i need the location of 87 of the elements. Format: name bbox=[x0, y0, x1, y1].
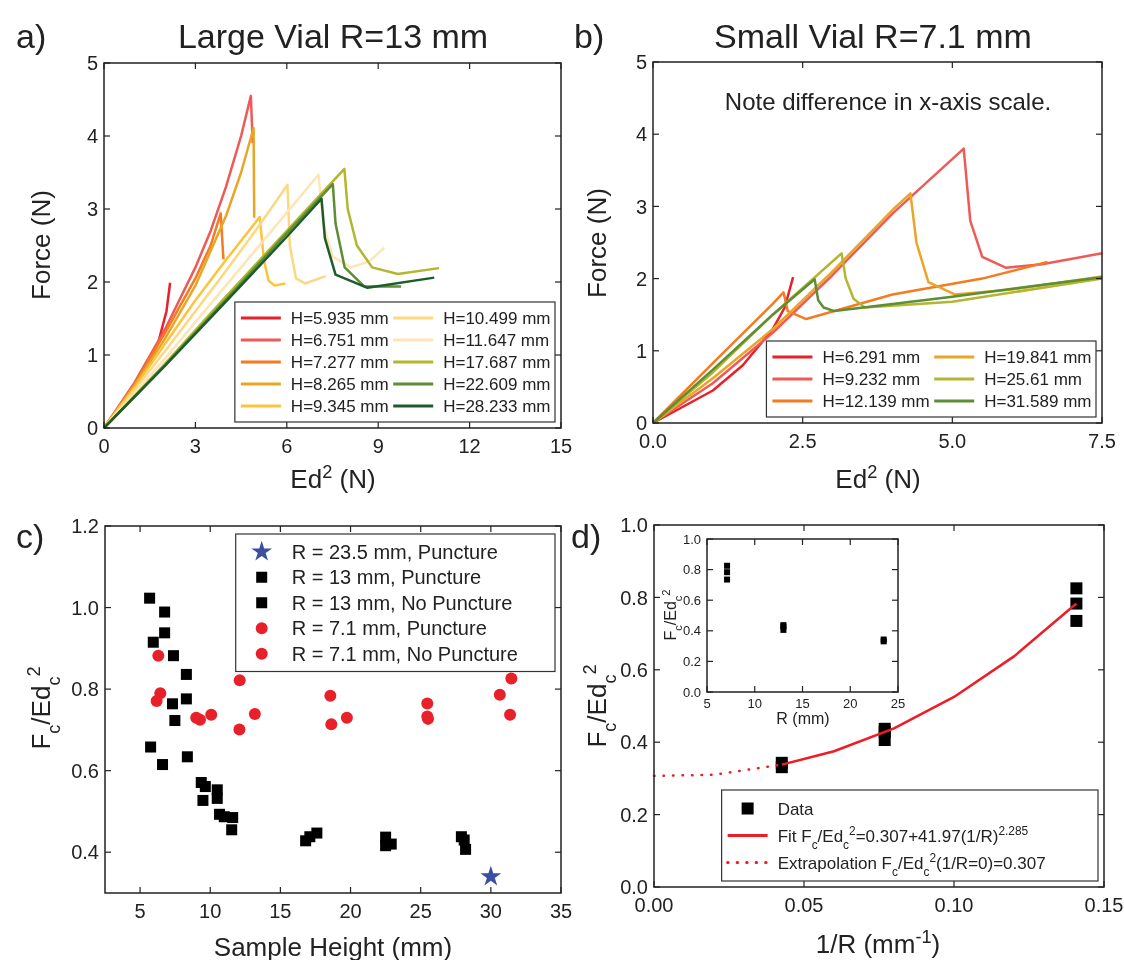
y-tick-label: 1 bbox=[86, 344, 98, 367]
legend-label: R = 7.1 mm, No Puncture bbox=[291, 642, 518, 665]
x-tick-label: 0.15 bbox=[1084, 894, 1124, 916]
legend-label: R = 23.5 mm, Puncture bbox=[291, 540, 498, 563]
x-tick-label: 35 bbox=[549, 900, 573, 922]
x-tick-label: 15 bbox=[795, 696, 810, 712]
x-tick-label: 10 bbox=[199, 900, 222, 922]
text: d) bbox=[571, 517, 602, 555]
chart-title: Small Vial R=7.1 mm bbox=[714, 17, 1032, 55]
x-axis-title: Ed$^{2}$ (N) bbox=[290, 462, 376, 494]
y-tick-label: 0.6 bbox=[71, 759, 99, 782]
x-tick-label: 3 bbox=[189, 435, 201, 457]
y-tick-label: 0.4 bbox=[682, 623, 701, 639]
y-tick-label: 0.2 bbox=[682, 654, 701, 670]
legend-label: R = 7.1 mm, Puncture bbox=[291, 617, 487, 640]
y-tick-label: 0.8 bbox=[71, 678, 99, 701]
y-tick-label: 0.4 bbox=[620, 731, 648, 754]
legend-label: H=8.265 mm bbox=[290, 375, 389, 395]
y-tick-label: 5 bbox=[635, 51, 647, 74]
legend-label: H=7.277 mm bbox=[290, 353, 389, 373]
y-tick-label: 1.0 bbox=[71, 596, 99, 619]
y-tick-label: 0.6 bbox=[682, 592, 701, 608]
x-tick-label: 30 bbox=[479, 900, 502, 922]
legend-label: H=11.647 mm bbox=[443, 331, 550, 351]
y-tick-label: 0.8 bbox=[682, 562, 701, 578]
x-tick-label: 7.5 bbox=[1088, 430, 1116, 452]
legend-label: H=6.751 mm bbox=[290, 331, 389, 351]
x-tick-label: 9 bbox=[372, 435, 384, 457]
legend-label: Extrapolation F$_{c}$/Ed$_{c}$$^{2}$(1/R=0)=0.307 bbox=[777, 850, 1046, 879]
x-tick-label: 6 bbox=[281, 435, 293, 457]
y-tick-label: 4 bbox=[635, 123, 647, 146]
legend-label: H=9.232 mm bbox=[822, 370, 921, 390]
y-tick-label: 0.2 bbox=[620, 803, 648, 826]
y-tick-label: 3 bbox=[86, 198, 98, 221]
x-tick-label: 15 bbox=[269, 900, 292, 922]
y-tick-label: 0.4 bbox=[71, 841, 99, 864]
text: a) bbox=[16, 17, 47, 55]
y-tick-label: 2 bbox=[86, 271, 98, 294]
x-tick-label: 0.10 bbox=[934, 894, 974, 916]
y-axis-title: Force (N) bbox=[26, 190, 56, 300]
x-tick-label: 12 bbox=[458, 435, 481, 457]
chart-title: Large Vial R=13 mm bbox=[177, 17, 489, 55]
x-tick-label: 20 bbox=[339, 900, 362, 922]
y-tick-label: 1 bbox=[635, 340, 647, 362]
x-axis-title: Ed$^{2}$ (N) bbox=[835, 462, 921, 494]
x-tick-label: 5 bbox=[703, 696, 711, 712]
x-tick-label: 5 bbox=[134, 900, 146, 922]
legend-label: R = 13 mm, Puncture bbox=[291, 566, 482, 589]
text: c) bbox=[16, 517, 45, 555]
annotation: Note difference in x-axis scale. bbox=[724, 88, 1052, 115]
x-tick-label: 10 bbox=[747, 696, 762, 712]
legend-label: R = 13 mm, No Puncture bbox=[291, 591, 513, 614]
legend-label: H=19.841 mm bbox=[984, 348, 1092, 368]
y-axis-title: Force (N) bbox=[582, 188, 612, 298]
x-tick-label: 5.0 bbox=[938, 430, 967, 452]
legend-label: H=17.687 mm bbox=[443, 353, 551, 373]
legend-label: H=31.589 mm bbox=[984, 392, 1092, 412]
legend-label: H=6.291 mm bbox=[822, 348, 921, 368]
x-axis-title: R (mm) bbox=[776, 710, 830, 727]
legend-label: H=25.61 mm bbox=[984, 370, 1083, 390]
y-tick-label: 0.0 bbox=[682, 684, 701, 700]
legend-label: H=12.139 mm bbox=[822, 392, 930, 412]
y-tick-label: 2 bbox=[635, 267, 647, 290]
x-tick-label: 20 bbox=[843, 696, 858, 712]
y-tick-label: 1.0 bbox=[620, 514, 648, 537]
legend-label: H=9.345 mm bbox=[290, 397, 389, 417]
y-tick-label: 0.8 bbox=[620, 586, 648, 609]
y-tick-label: 0 bbox=[635, 412, 647, 435]
y-tick-label: 0.6 bbox=[620, 659, 648, 681]
x-tick-label: 0.05 bbox=[784, 894, 824, 916]
y-tick-label: 1.0 bbox=[682, 531, 701, 547]
legend-label: H=22.609 mm bbox=[443, 375, 551, 395]
x-tick-label: 15 bbox=[549, 435, 573, 457]
x-tick-label: 2.5 bbox=[788, 430, 817, 452]
legend-label: H=5.935 mm bbox=[290, 309, 389, 329]
legend-label: H=28.233 mm bbox=[443, 397, 551, 417]
text: b) bbox=[574, 17, 605, 55]
x-tick-label: 25 bbox=[890, 696, 906, 712]
y-tick-label: 4 bbox=[86, 125, 98, 148]
y-tick-label: 3 bbox=[635, 195, 647, 218]
x-tick-label: 25 bbox=[409, 900, 432, 922]
legend-label: H=10.499 mm bbox=[443, 309, 551, 329]
legend-label: Data bbox=[777, 799, 815, 819]
y-tick-label: 5 bbox=[86, 52, 98, 75]
y-tick-label: 1.2 bbox=[71, 515, 99, 538]
legend-label: Fit F$_{c}$/Ed$_{c}$$^{2}$=0.307+41.97(1/R)$^{2.285}$ bbox=[777, 823, 1029, 852]
x-axis-title: 1/R (mm$^{-1}$) bbox=[815, 927, 941, 959]
